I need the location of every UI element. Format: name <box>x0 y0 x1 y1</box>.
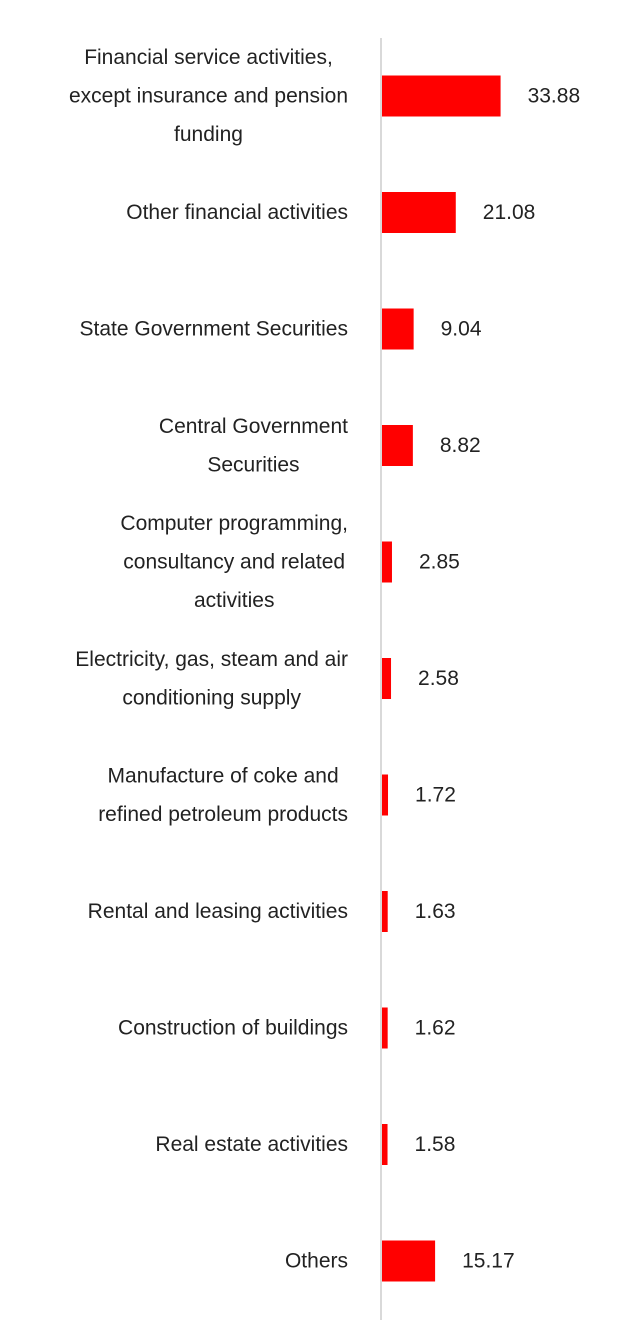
bar-value-label: 2.58 <box>418 667 459 690</box>
category-label: Central Government Securities <box>159 415 348 477</box>
bar-value-label: 21.08 <box>483 201 536 224</box>
bar-value-label: 1.62 <box>415 1017 456 1040</box>
category-label-line: consultancy and related <box>123 551 345 574</box>
category-label: Others <box>285 1250 348 1273</box>
bar-value-label: 1.72 <box>415 784 456 807</box>
category-label-line: Computer programming, <box>120 512 348 535</box>
category-labels-group: Financial service activities, except insu… <box>69 46 348 1273</box>
category-label-line: Securities <box>207 453 299 476</box>
bar-value-label: 15.17 <box>462 1250 515 1273</box>
bar-value-label: 9.04 <box>441 318 482 341</box>
category-label: State Government Securities <box>80 318 348 341</box>
bar <box>382 658 392 699</box>
bar <box>382 75 501 117</box>
bar <box>382 1240 436 1282</box>
category-label-line: Central Government <box>159 415 348 438</box>
category-label-line: Construction of buildings <box>118 1017 348 1040</box>
category-label-line: Rental and leasing activities <box>88 900 348 923</box>
bar <box>382 425 413 466</box>
bar <box>382 192 456 233</box>
category-label-line: Real estate activities <box>155 1133 348 1156</box>
category-label-line: except insurance and pension <box>69 85 348 108</box>
bar-value-label: 2.85 <box>419 551 460 574</box>
category-label-line: Other financial activities <box>126 201 348 224</box>
category-label: Rental and leasing activities <box>88 900 348 923</box>
category-label-line: Financial service activities, <box>84 46 333 69</box>
bars-group <box>382 75 501 1282</box>
bar <box>382 308 414 350</box>
bar-value-label: 33.88 <box>528 85 581 108</box>
category-label-line: Others <box>285 1250 348 1273</box>
category-label-line: funding <box>174 123 243 146</box>
category-label-line: Manufacture of coke and <box>108 764 339 787</box>
bar-value-label: 8.82 <box>440 434 481 457</box>
value-labels-group: 33.88 21.08 9.04 8.82 2.85 2.58 1.72 1.63 1.62 1.… <box>415 85 581 1273</box>
bar-value-label: 1.63 <box>415 900 456 923</box>
category-label: Computer programming, consultancy and rel… <box>120 512 348 612</box>
bar-value-label: 1.58 <box>415 1133 456 1156</box>
category-label: Other financial activities <box>126 201 348 224</box>
bar <box>382 891 388 932</box>
category-label: Manufacture of coke and refined petroleum… <box>98 764 348 826</box>
category-label: Construction of buildings <box>118 1017 348 1040</box>
category-label: Real estate activities <box>155 1133 348 1156</box>
category-label: Financial service activities, except insu… <box>69 46 348 146</box>
category-label-line: activities <box>194 589 275 612</box>
bar <box>382 1124 388 1165</box>
bar <box>382 774 389 816</box>
category-label: Electricity, gas, steam and air condition… <box>75 648 348 710</box>
category-label-line: refined petroleum products <box>98 803 348 826</box>
bar <box>382 1007 388 1049</box>
bar <box>382 541 392 583</box>
category-label-line: conditioning supply <box>122 686 301 709</box>
category-label-line: State Government Securities <box>80 318 348 341</box>
category-label-line: Electricity, gas, steam and air <box>75 648 348 671</box>
